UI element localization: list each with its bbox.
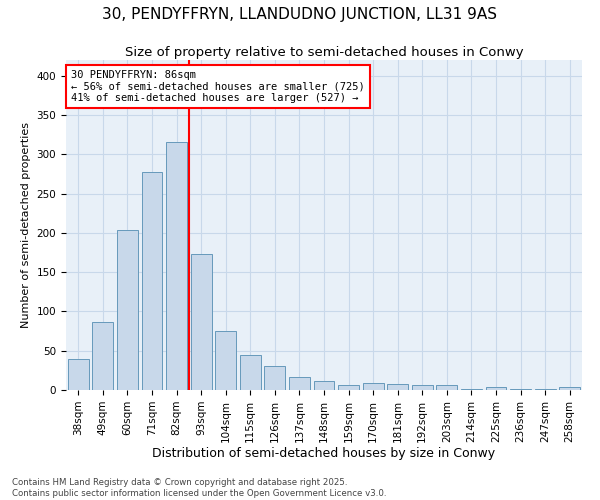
Bar	[166, 142, 187, 390]
Bar	[485, 387, 506, 390]
Bar	[142, 172, 163, 390]
Bar	[412, 386, 433, 390]
Text: 30, PENDYFFRYN, LLANDUDNO JUNCTION, LL31 9AS: 30, PENDYFFRYN, LLANDUDNO JUNCTION, LL31…	[103, 8, 497, 22]
Title: Size of property relative to semi-detached houses in Conwy: Size of property relative to semi-detach…	[125, 46, 523, 59]
Y-axis label: Number of semi-detached properties: Number of semi-detached properties	[21, 122, 31, 328]
Bar	[510, 389, 531, 390]
Text: 30 PENDYFFRYN: 86sqm
← 56% of semi-detached houses are smaller (725)
41% of semi: 30 PENDYFFRYN: 86sqm ← 56% of semi-detac…	[71, 70, 365, 103]
Bar	[68, 358, 89, 390]
Bar	[535, 389, 556, 390]
Bar	[436, 386, 457, 390]
Bar	[191, 254, 212, 390]
Bar	[240, 356, 261, 390]
X-axis label: Distribution of semi-detached houses by size in Conwy: Distribution of semi-detached houses by …	[152, 448, 496, 460]
Text: Contains HM Land Registry data © Crown copyright and database right 2025.
Contai: Contains HM Land Registry data © Crown c…	[12, 478, 386, 498]
Bar	[387, 384, 408, 390]
Bar	[117, 230, 138, 390]
Bar	[559, 387, 580, 390]
Bar	[362, 383, 383, 390]
Bar	[215, 331, 236, 390]
Bar	[92, 322, 113, 390]
Bar	[289, 376, 310, 390]
Bar	[314, 382, 334, 390]
Bar	[265, 366, 286, 390]
Bar	[461, 389, 482, 390]
Bar	[338, 384, 359, 390]
